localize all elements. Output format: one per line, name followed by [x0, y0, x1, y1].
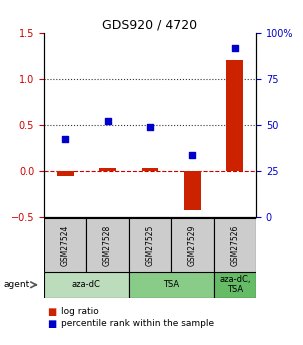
Point: [190, 152, 195, 157]
Text: percentile rank within the sample: percentile rank within the sample: [61, 319, 214, 328]
Bar: [226, 60, 243, 171]
Bar: [214, 272, 256, 298]
Text: GSM27529: GSM27529: [188, 225, 197, 266]
Bar: [171, 218, 214, 272]
Point: [63, 136, 68, 142]
Point: [148, 124, 152, 130]
Text: TSA: TSA: [163, 280, 179, 289]
Text: aza-dC,
TSA: aza-dC, TSA: [219, 275, 251, 294]
Text: GSM27528: GSM27528: [103, 225, 112, 266]
Text: GSM27524: GSM27524: [61, 225, 70, 266]
Title: GDS920 / 4720: GDS920 / 4720: [102, 19, 198, 32]
Bar: [214, 218, 256, 272]
Bar: [57, 171, 74, 176]
Text: ■: ■: [47, 319, 56, 328]
Text: aza-dC: aza-dC: [72, 280, 101, 289]
Bar: [142, 168, 158, 171]
Text: GSM27525: GSM27525: [145, 225, 155, 266]
Point: [232, 45, 237, 50]
Bar: [86, 218, 129, 272]
Bar: [44, 218, 86, 272]
Bar: [44, 272, 129, 298]
Text: agent: agent: [3, 280, 29, 289]
Text: log ratio: log ratio: [61, 307, 98, 316]
Text: GSM27526: GSM27526: [230, 225, 239, 266]
Bar: [129, 272, 214, 298]
Text: ■: ■: [47, 307, 56, 316]
Point: [105, 119, 110, 124]
Bar: [99, 168, 116, 171]
Bar: [184, 171, 201, 210]
Bar: [129, 218, 171, 272]
